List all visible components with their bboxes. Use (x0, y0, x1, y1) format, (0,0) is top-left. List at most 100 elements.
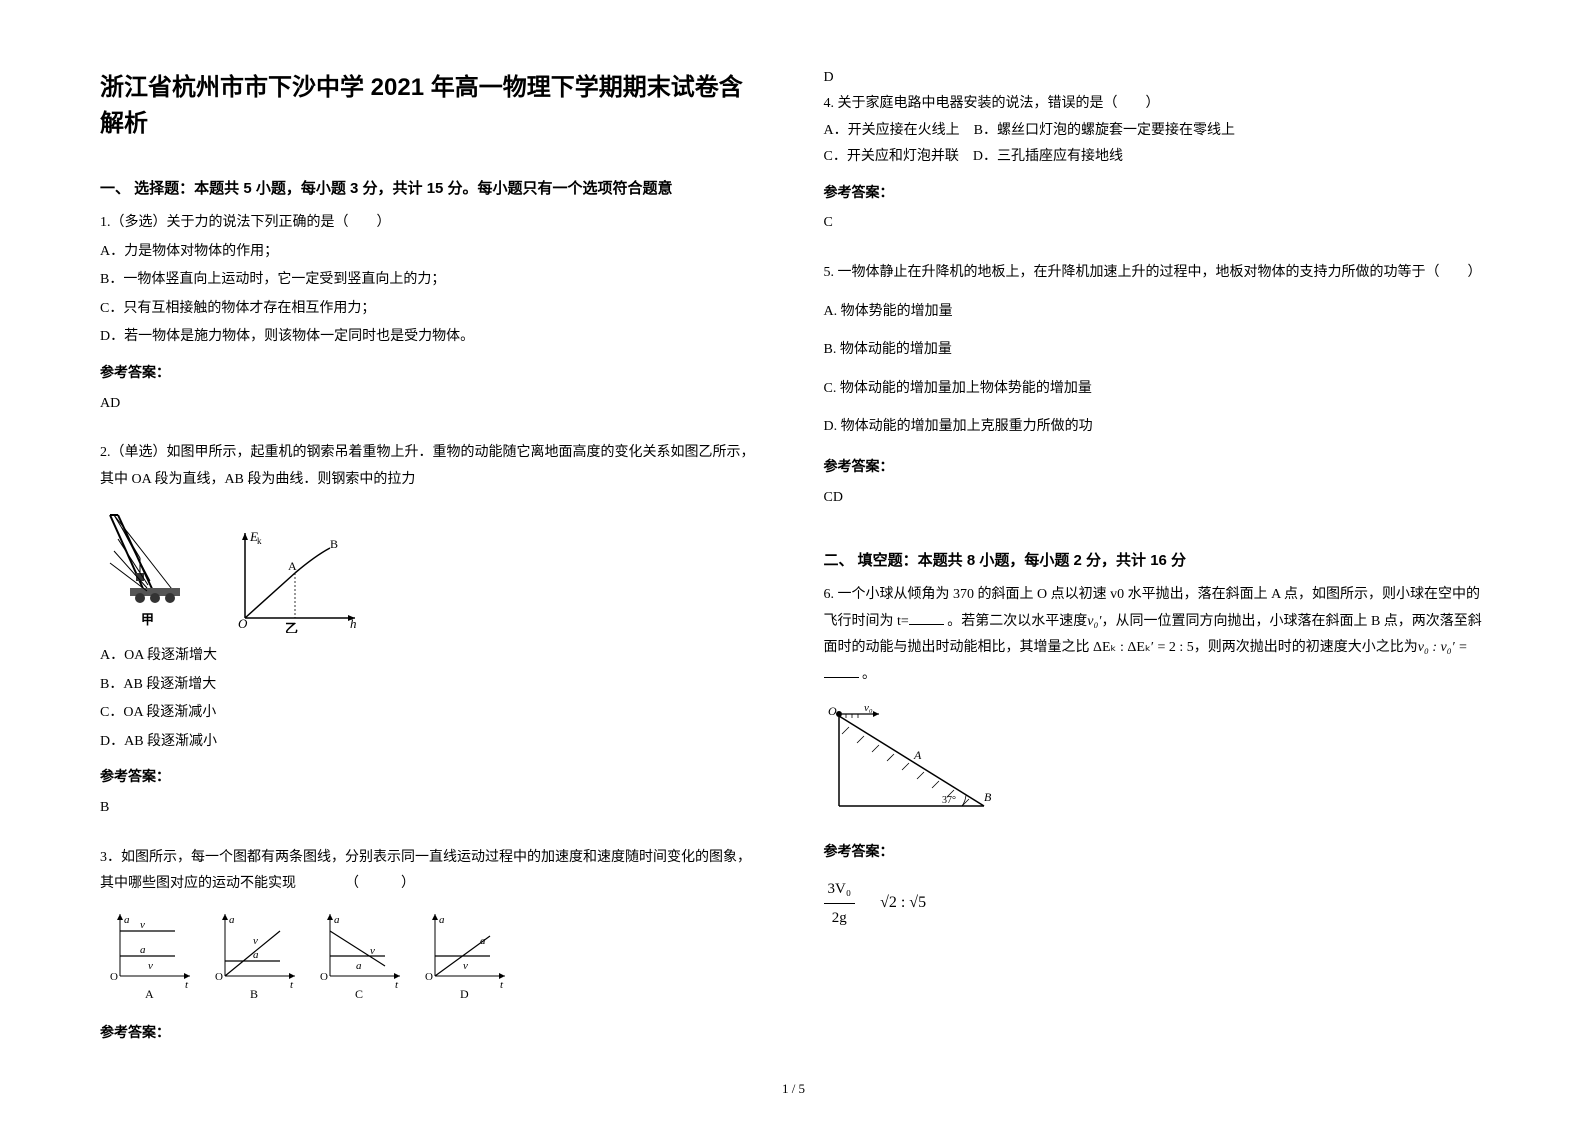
svg-text:k: k (257, 536, 262, 546)
svg-text:A: A (145, 987, 154, 1001)
question-2: 2.（单选）如图甲所示，起重机的钢索吊着重物上升．重物的动能随它离地面高度的变化… (100, 440, 764, 836)
q2-figure-label-right: 乙 (285, 621, 298, 633)
svg-text:O: O (215, 971, 223, 983)
svg-text:A: A (288, 559, 297, 573)
question-4: 4. 关于家庭电路中电器安装的说法，错误的是（ ） A．开关应接在火线上 B．螺… (824, 91, 1488, 252)
q3-answer: D (824, 70, 1488, 86)
q6-answer-label: 参考答案： (824, 838, 1488, 865)
question-5: 5. 一物体静止在升降机的地板上，在升降机加速上升的过程中，地板对物体的支持力所… (824, 260, 1488, 526)
svg-text:v: v (370, 945, 375, 957)
q2-figure-label-left: 甲 (100, 608, 195, 633)
svg-text:D: D (460, 987, 469, 1001)
question-1: 1.（多选）关于力的说法下列正确的是（ ） A．力是物体对物体的作用； B．一物… (100, 210, 764, 432)
svg-text:B: B (330, 537, 338, 551)
q6-figure: O v₀ A B 37° (824, 701, 1488, 827)
ek-h-graph: E k O h A B 乙 (225, 528, 365, 633)
q2-crane-figure: 甲 (100, 503, 195, 633)
document-title: 浙江省杭州市市下沙中学 2021 年高一物理下学期期末试卷含解析 (100, 70, 764, 142)
svg-text:a: a (439, 914, 445, 926)
q6-frac-num: 3V₀ (824, 875, 856, 905)
svg-text:O: O (320, 971, 328, 983)
crane-icon (100, 503, 195, 608)
q6-text-2: 。若第二次以水平速度 (944, 614, 1088, 629)
svg-text:t: t (500, 979, 504, 991)
q5-option-c: C. 物体动能的增加量加上物体势能的增加量 (824, 376, 1488, 403)
svg-text:O: O (828, 704, 837, 718)
q3-figures: O a v a v t A (100, 906, 764, 1012)
q6-frac-den: 2g (824, 904, 856, 933)
svg-text:a: a (124, 914, 130, 926)
svg-text:h: h (350, 616, 357, 631)
q5-option-b: B. 物体动能的增加量 (824, 337, 1488, 364)
q2-option-b: B．AB 段逐渐增大 (100, 672, 764, 699)
svg-text:O: O (110, 971, 118, 983)
svg-text:v: v (463, 960, 468, 972)
q2-graph-figure: E k O h A B 乙 (225, 528, 365, 633)
q2-option-c: C．OA 段逐渐减小 (100, 700, 764, 727)
page-number: 1 / 5 (782, 1081, 805, 1097)
left-column: 浙江省杭州市市下沙中学 2021 年高一物理下学期期末试卷含解析 一、 选择题：… (100, 70, 764, 1092)
q5-text: 5. 一物体静止在升降机的地板上，在升降机加速上升的过程中，地板对物体的支持力所… (824, 260, 1488, 287)
q5-answer: CD (824, 485, 1488, 512)
svg-text:C: C (355, 987, 363, 1001)
q1-option-b: B．一物体竖直向上运动时，它一定受到竖直向上的力； (100, 267, 764, 294)
svg-text:a: a (356, 960, 362, 972)
section-1-header: 一、 选择题：本题共 5 小题，每小题 3 分，共计 15 分。每小题只有一个选… (100, 177, 764, 198)
svg-text:v: v (148, 960, 153, 972)
q1-answer: AD (100, 391, 764, 418)
blank-2 (824, 664, 859, 678)
q3-answer-label: 参考答案： (100, 1019, 764, 1046)
svg-text:a: a (140, 944, 146, 956)
svg-text:B: B (984, 790, 992, 804)
svg-text:O: O (425, 971, 433, 983)
q4-options-line2: C．开关应和灯泡并联 D．三孔插座应有接地线 (824, 144, 1488, 171)
q4-options-line1: A．开关应接在火线上 B．螺丝口灯泡的螺旋套一定要接在零线上 (824, 118, 1488, 145)
section-2-header: 二、 填空题：本题共 8 小题，每小题 2 分，共计 16 分 (824, 549, 1488, 570)
q6-ratio-expr: ΔEₖ : ΔEₖ′ = 2 : 5 (1093, 640, 1194, 655)
q5-answer-label: 参考答案： (824, 453, 1488, 480)
q6-answer: 3V₀ 2g √2 : √5 (824, 875, 1488, 933)
incline-diagram: O v₀ A B 37° (824, 701, 999, 816)
svg-text:O: O (238, 616, 248, 631)
q2-text: 2.（单选）如图甲所示，起重机的钢索吊着重物上升．重物的动能随它离地面高度的变化… (100, 440, 764, 493)
q4-answer-label: 参考答案： (824, 179, 1488, 206)
svg-text:a: a (334, 914, 340, 926)
q1-option-d: D．若一物体是施力物体，则该物体一定同时也是受力物体。 (100, 324, 764, 351)
q2-option-d: D．AB 段逐渐减小 (100, 729, 764, 756)
blank-1 (909, 611, 944, 625)
q1-option-a: A．力是物体对物体的作用； (100, 239, 764, 266)
q6-text: 6. 一个小球从倾角为 370 的斜面上 O 点以初速 v0 水平抛出，落在斜面… (824, 582, 1488, 688)
q1-option-c: C．只有互相接触的物体才存在相互作用力； (100, 296, 764, 323)
svg-text:t: t (395, 979, 399, 991)
question-3: 3．如图所示，每一个图都有两条图线，分别表示同一直线运动过程中的加速度和速度随时… (100, 845, 764, 1051)
svg-text:a: a (480, 935, 486, 947)
q6-text-5: 。 (859, 667, 877, 682)
q2-figure: 甲 E k O h A (100, 503, 764, 633)
q6-ratio-answer: √2 : √5 (880, 888, 926, 918)
q6-v-expr: v₀′ (1087, 614, 1101, 629)
svg-text:v₀: v₀ (864, 702, 873, 714)
q4-answer: C (824, 210, 1488, 237)
q5-option-d: D. 物体动能的增加量加上克服重力所做的功 (824, 414, 1488, 441)
q1-answer-label: 参考答案： (100, 359, 764, 386)
svg-text:37°: 37° (942, 795, 956, 806)
q2-answer: B (100, 795, 764, 822)
q6-v-ratio: v₀ : v₀′ = (1418, 640, 1468, 655)
page-container: 浙江省杭州市市下沙中学 2021 年高一物理下学期期末试卷含解析 一、 选择题：… (100, 70, 1487, 1092)
svg-text:v: v (253, 935, 258, 947)
q1-text: 1.（多选）关于力的说法下列正确的是（ ） (100, 210, 764, 237)
q3-graphs: O a v a v t A (100, 906, 520, 1001)
q3-text: 3．如图所示，每一个图都有两条图线，分别表示同一直线运动过程中的加速度和速度随时… (100, 845, 764, 898)
svg-text:B: B (250, 987, 258, 1001)
svg-text:a: a (253, 949, 259, 961)
svg-text:A: A (913, 748, 922, 762)
q5-option-a: A. 物体势能的增加量 (824, 299, 1488, 326)
question-6: 6. 一个小球从倾角为 370 的斜面上 O 点以初速 v0 水平抛出，落在斜面… (824, 582, 1488, 933)
svg-text:t: t (185, 979, 189, 991)
svg-text:a: a (229, 914, 235, 926)
q6-text-4: ，则两次抛出时的初速度大小之比为 (1194, 640, 1418, 655)
q2-answer-label: 参考答案： (100, 763, 764, 790)
svg-text:t: t (290, 979, 294, 991)
q6-frac: 3V₀ 2g (824, 875, 856, 933)
right-column: D 4. 关于家庭电路中电器安装的说法，错误的是（ ） A．开关应接在火线上 B… (824, 70, 1488, 1092)
